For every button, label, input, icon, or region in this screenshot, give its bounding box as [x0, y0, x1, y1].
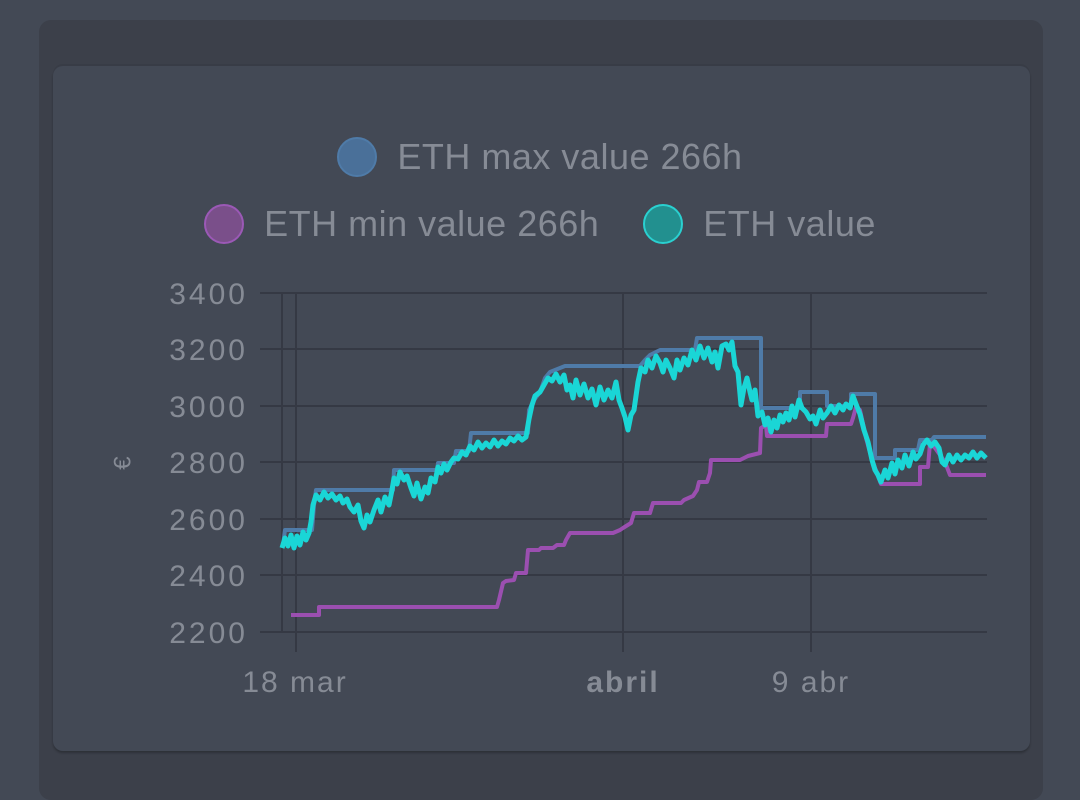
- y-tick: 2400: [169, 560, 248, 593]
- series-min-line: [291, 405, 986, 617]
- y-tick: 2200: [169, 617, 248, 650]
- y-tick: 3200: [169, 334, 248, 367]
- y-axis-title: €: [109, 456, 136, 470]
- legend-label-max: ETH max value 266h: [397, 136, 743, 177]
- legend-swatch-min-icon: [204, 204, 245, 244]
- x-tick: 9 abr: [772, 666, 850, 699]
- chart-card: [53, 66, 1030, 751]
- legend-label-value: ETH value: [703, 203, 876, 244]
- x-axis: 18 mar abril 9 abr: [242, 666, 850, 699]
- legend-label-min: ETH min value 266h: [264, 203, 600, 244]
- legend-row-1: ETH max value 266h: [0, 136, 1080, 178]
- y-tick: 2600: [169, 504, 248, 537]
- legend-item-min[interactable]: ETH min value 266h: [204, 203, 599, 245]
- x-tick: 18 mar: [242, 666, 347, 699]
- legend-swatch-value-icon: [643, 204, 684, 244]
- legend-row-2: ETH min value 266h ETH value: [0, 203, 1080, 245]
- legend-item-max[interactable]: ETH max value 266h: [337, 136, 742, 178]
- x-tick: abril: [586, 666, 659, 699]
- y-tick: 3000: [169, 391, 248, 424]
- legend-item-value[interactable]: ETH value: [643, 203, 876, 245]
- y-tick: 3400: [169, 278, 248, 311]
- legend-swatch-max-icon: [337, 137, 378, 177]
- y-axis: 3400 3200 3000 2800 2600 2400 2200 €: [109, 278, 248, 650]
- line-chart: 3400 3200 3000 2800 2600 2400 2200 € 18 …: [109, 278, 988, 699]
- x-gridlines: [281, 293, 812, 652]
- y-tick: 2800: [169, 447, 248, 480]
- series-value-line: [279, 339, 988, 551]
